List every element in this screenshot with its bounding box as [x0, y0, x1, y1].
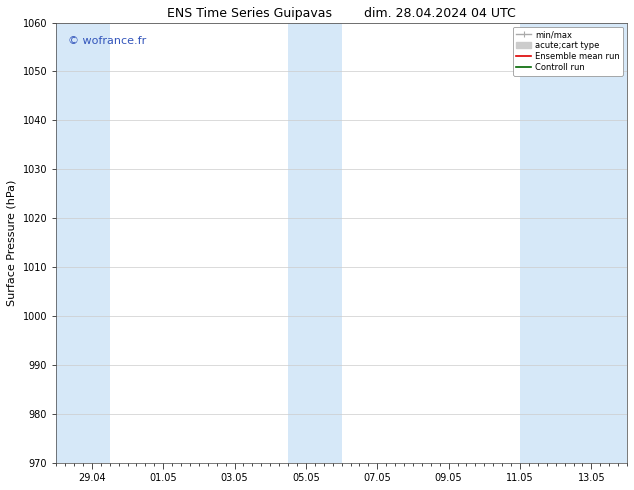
Title: ENS Time Series Guipavas        dim. 28.04.2024 04 UTC: ENS Time Series Guipavas dim. 28.04.2024… [167, 7, 516, 20]
Bar [288, 23, 342, 463]
Text: © wofrance.fr: © wofrance.fr [68, 36, 146, 46]
Legend: min/max, acute;cart type, Ensemble mean run, Controll run: min/max, acute;cart type, Ensemble mean … [513, 26, 623, 75]
Bar [56, 23, 110, 463]
Bar [520, 23, 627, 463]
Y-axis label: Surface Pressure (hPa): Surface Pressure (hPa) [7, 179, 17, 306]
